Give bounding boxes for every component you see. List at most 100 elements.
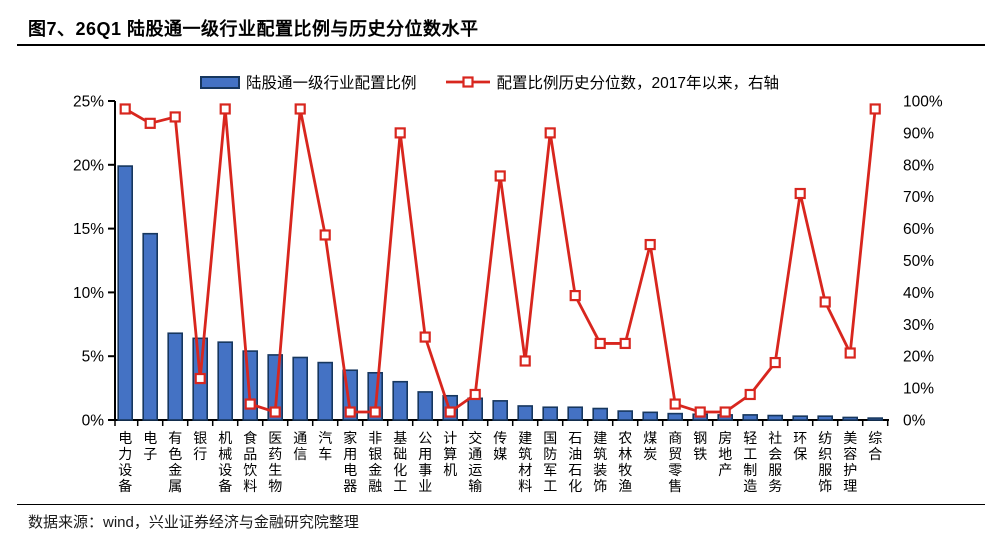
y-axis-right-label: 50% (903, 253, 934, 270)
percentile-marker (844, 347, 856, 359)
allocation-bar (142, 232, 158, 421)
allocation-bar (417, 391, 434, 421)
percentile-marker (569, 289, 581, 302)
percentile-marker (769, 356, 781, 369)
allocation-bar (592, 407, 609, 421)
category-label: 纺织服饰 (818, 430, 832, 494)
percentile-marker (819, 296, 831, 308)
category-label: 商贸零售 (668, 430, 682, 494)
category-label: 通信 (293, 430, 307, 462)
percentile-marker (544, 127, 556, 139)
category-label: 轻工制造 (743, 430, 757, 494)
percentile-line (124, 107, 877, 414)
allocation-bar (642, 411, 659, 421)
category-label: 基础化工 (393, 430, 407, 494)
title-divider (17, 44, 985, 46)
figure-title: 图7、26Q1 陆股通一级行业配置比例与历史分位数水平 (28, 19, 479, 39)
category-label: 食品饮料 (243, 430, 257, 494)
allocation-bar (867, 417, 884, 421)
percentile-marker (644, 238, 656, 251)
category-label: 电子 (143, 430, 157, 462)
y-axis-left-label: 20% (73, 157, 104, 174)
allocation-bar (617, 410, 634, 421)
legend-bar-label: 陆股通一级行业配置比例 (246, 75, 417, 92)
category-label: 有色金属 (168, 430, 182, 494)
percentile-marker (494, 170, 506, 182)
allocation-bar (117, 165, 133, 421)
y-axis-right-label: 100% (903, 94, 943, 111)
percentile-marker (194, 372, 206, 385)
category-label: 电力设备 (118, 430, 132, 494)
percentile-marker (369, 406, 381, 418)
data-source: 数据来源：wind，兴业证券经济与金融研究院整理 (28, 514, 359, 531)
category-label: 建筑装饰 (593, 430, 607, 494)
allocation-bar (317, 361, 334, 421)
allocation-bar (792, 415, 809, 421)
percentile-marker (244, 398, 256, 410)
y-axis-right-label: 40% (903, 285, 934, 302)
category-label: 钢铁 (693, 430, 707, 462)
category-label: 房地产 (718, 430, 732, 478)
category-label: 综合 (868, 430, 882, 462)
allocation-bar (667, 412, 684, 421)
percentile-marker (419, 331, 431, 343)
y-axis-left-label: 15% (73, 221, 104, 238)
percentile-marker (669, 398, 681, 410)
percentile-marker (719, 406, 731, 418)
y-axis-right-label: 20% (903, 349, 934, 366)
allocation-bar (542, 406, 559, 421)
allocation-bar (292, 356, 309, 421)
line-marker-legend-icon (445, 76, 490, 88)
percentile-marker (219, 103, 231, 115)
percentile-marker (594, 337, 606, 350)
percentile-marker (344, 406, 356, 418)
category-label: 建筑材料 (518, 430, 532, 494)
percentile-marker (319, 229, 331, 241)
y-axis-right-label: 90% (903, 125, 934, 142)
y-axis-right-label: 70% (903, 189, 934, 206)
allocation-bar (567, 406, 584, 421)
legend-line-label: 配置比例历史分位数，2017年以来，右轴 (496, 75, 779, 92)
category-label: 医药生物 (268, 430, 282, 494)
percentile-marker (444, 406, 456, 418)
category-label: 农林牧渔 (618, 430, 632, 494)
percentile-marker (869, 103, 881, 115)
allocation-bar (492, 400, 509, 421)
bar-legend-swatch-icon (200, 75, 240, 89)
percentile-marker (519, 355, 531, 367)
legend-item-percentile: 配置比例历史分位数，2017年以来，右轴 (445, 71, 779, 93)
footer-divider (17, 504, 985, 505)
allocation-bar (217, 341, 233, 421)
category-label: 汽车 (318, 430, 332, 462)
category-label: 交通运输 (468, 430, 482, 494)
percentile-marker (619, 337, 631, 350)
y-axis-left-label: 10% (73, 285, 104, 302)
category-label: 非银金融 (368, 430, 382, 494)
category-label: 计算机 (443, 430, 457, 478)
category-label: 传媒 (493, 430, 507, 462)
percentile-marker (294, 103, 306, 115)
y-axis-right-label: 0% (903, 413, 926, 430)
y-axis-left-label: 5% (82, 349, 105, 366)
category-label: 环保 (793, 430, 807, 462)
allocation-bar (842, 416, 859, 421)
percentile-marker (269, 406, 281, 418)
percentile-marker (794, 187, 806, 200)
percentile-marker (119, 103, 131, 115)
percentile-marker (144, 117, 156, 129)
chart-legend: 陆股通一级行业配置比例 配置比例历史分位数，2017年以来，右轴 (200, 71, 779, 93)
y-axis-right-label: 60% (903, 221, 934, 238)
allocation-bar (167, 332, 183, 421)
y-axis-left-label: 25% (73, 94, 104, 111)
category-label: 银行 (193, 430, 207, 462)
legend-item-allocation: 陆股通一级行业配置比例 (200, 71, 417, 93)
category-label: 公用事业 (418, 430, 432, 494)
percentile-marker (694, 406, 706, 418)
category-label: 家用电器 (343, 430, 357, 494)
category-label: 美容护理 (843, 430, 857, 494)
percentile-marker (469, 388, 481, 401)
category-label: 煤炭 (643, 430, 657, 462)
y-axis-left-label: 0% (82, 413, 105, 430)
